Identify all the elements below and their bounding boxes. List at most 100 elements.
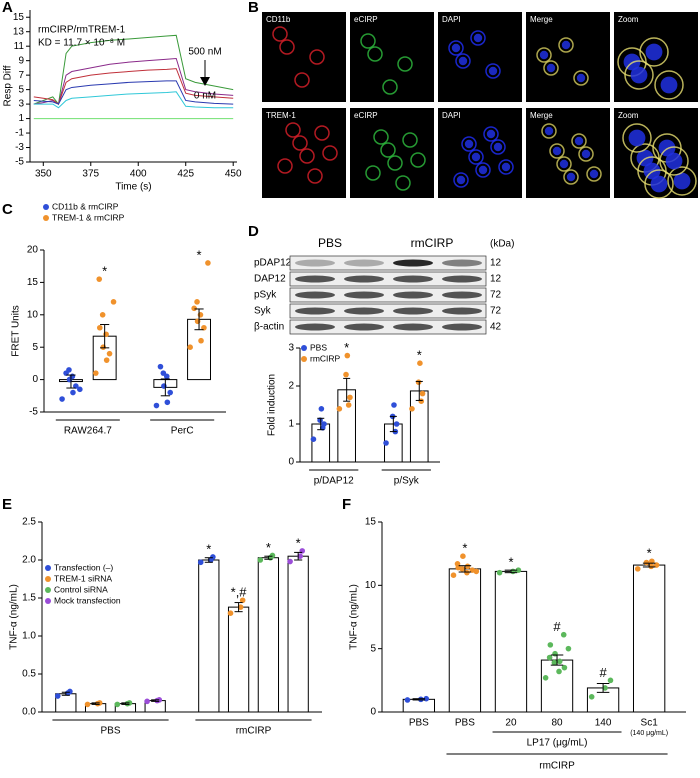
micrograph bbox=[350, 108, 434, 198]
cell bbox=[536, 47, 552, 63]
y-tick-label: -5 bbox=[29, 407, 38, 418]
cell bbox=[541, 123, 557, 139]
data-point bbox=[560, 631, 567, 638]
blot-band bbox=[393, 259, 433, 267]
data-point bbox=[464, 569, 470, 576]
y-tick-label: 1 bbox=[288, 419, 294, 430]
y-tick-label: 1.5 bbox=[22, 593, 36, 604]
x-tick-label: 80 bbox=[551, 718, 563, 729]
x-tick-label: 140 bbox=[595, 718, 612, 729]
data-point bbox=[565, 645, 572, 652]
y-tick-label: 11 bbox=[14, 41, 25, 52]
legend-label: PBS bbox=[310, 342, 327, 352]
y-tick-label: 0.0 bbox=[22, 707, 36, 718]
cell bbox=[483, 126, 499, 142]
micrograph bbox=[526, 12, 610, 102]
cell bbox=[380, 142, 396, 158]
data-point bbox=[167, 389, 174, 396]
data-point bbox=[67, 688, 73, 695]
bar bbox=[632, 564, 666, 713]
significance: * bbox=[102, 264, 107, 279]
significance: # bbox=[599, 665, 607, 680]
cell bbox=[498, 159, 514, 175]
group-label: PerC bbox=[171, 426, 194, 437]
nucleus bbox=[559, 159, 569, 169]
group-label: rmCIRP bbox=[236, 726, 272, 737]
cell bbox=[277, 158, 293, 174]
nucleus bbox=[665, 152, 683, 170]
data-point bbox=[415, 379, 422, 386]
blot-row-label: pDAP12 bbox=[254, 258, 292, 269]
x-axis-label: Time (s) bbox=[115, 182, 151, 193]
legend-marker bbox=[43, 215, 49, 221]
data-point bbox=[54, 693, 61, 699]
data-point bbox=[383, 440, 389, 446]
legend-label: CD11b & rmCIRP bbox=[52, 201, 119, 211]
blot-band bbox=[393, 307, 433, 315]
arrow-head bbox=[200, 77, 210, 86]
blot-strip bbox=[289, 287, 487, 303]
data-point bbox=[419, 390, 426, 397]
category-note: (140 μg/mL) bbox=[630, 730, 668, 737]
data-point bbox=[96, 276, 103, 282]
blot-band bbox=[295, 307, 335, 315]
nucleus bbox=[451, 43, 461, 53]
legend-label: TREM-1 siRNA bbox=[54, 573, 112, 583]
data-point bbox=[460, 553, 466, 559]
data-point bbox=[404, 697, 411, 703]
legend-marker bbox=[45, 565, 51, 571]
data-point bbox=[561, 664, 568, 671]
group-label: p/DAP12 bbox=[314, 476, 354, 487]
cell bbox=[360, 33, 376, 49]
data-point bbox=[164, 399, 171, 406]
data-point bbox=[114, 701, 121, 708]
blot-band bbox=[295, 291, 335, 299]
panel-label: C bbox=[2, 201, 13, 218]
blot-kda: 12 bbox=[490, 258, 502, 269]
y-tick-label: -1 bbox=[15, 128, 24, 139]
cell bbox=[285, 122, 301, 138]
data-point bbox=[602, 685, 608, 691]
blot-band bbox=[344, 275, 384, 283]
nucleus bbox=[458, 56, 468, 66]
micrograph-label: TREM-1 bbox=[266, 111, 296, 120]
data-point bbox=[92, 370, 99, 376]
data-point bbox=[239, 597, 246, 604]
data-point bbox=[157, 363, 164, 370]
data-point bbox=[106, 350, 113, 357]
y-tick-label: 7 bbox=[18, 70, 24, 81]
y-tick-label: 20 bbox=[27, 245, 39, 256]
significance: * bbox=[266, 540, 271, 555]
blot-row-label: β-actin bbox=[254, 322, 284, 333]
cell bbox=[322, 145, 338, 161]
cell bbox=[397, 56, 413, 72]
y-tick-label: 2 bbox=[288, 381, 294, 392]
significance: * bbox=[417, 348, 422, 363]
cell bbox=[571, 133, 587, 149]
micrograph-label: DAPI bbox=[442, 15, 461, 24]
nucleus bbox=[581, 149, 591, 159]
group-label: RAW264.7 bbox=[64, 426, 112, 437]
y-axis-label: TNF-α (ng/mL) bbox=[349, 584, 360, 650]
micrograph-label: Zoom bbox=[618, 111, 639, 120]
data-point bbox=[103, 331, 109, 338]
data-point bbox=[336, 406, 343, 412]
data-point bbox=[205, 260, 211, 266]
conc-label: 0 nM bbox=[194, 91, 216, 102]
nucleus bbox=[628, 129, 646, 147]
cell bbox=[578, 146, 594, 162]
blot-band bbox=[393, 275, 433, 283]
blot-band bbox=[442, 323, 482, 331]
data-point bbox=[59, 396, 65, 402]
x-tick-label: PBS bbox=[455, 718, 475, 729]
significance: * bbox=[508, 555, 513, 570]
cell bbox=[373, 129, 389, 145]
cell bbox=[644, 169, 674, 199]
data-point bbox=[634, 566, 641, 572]
data-point bbox=[648, 563, 654, 570]
cell bbox=[395, 175, 411, 191]
micrograph-label: Zoom bbox=[618, 15, 639, 24]
blot-band bbox=[442, 291, 482, 299]
significance: * bbox=[344, 340, 349, 355]
data-point bbox=[197, 559, 204, 566]
